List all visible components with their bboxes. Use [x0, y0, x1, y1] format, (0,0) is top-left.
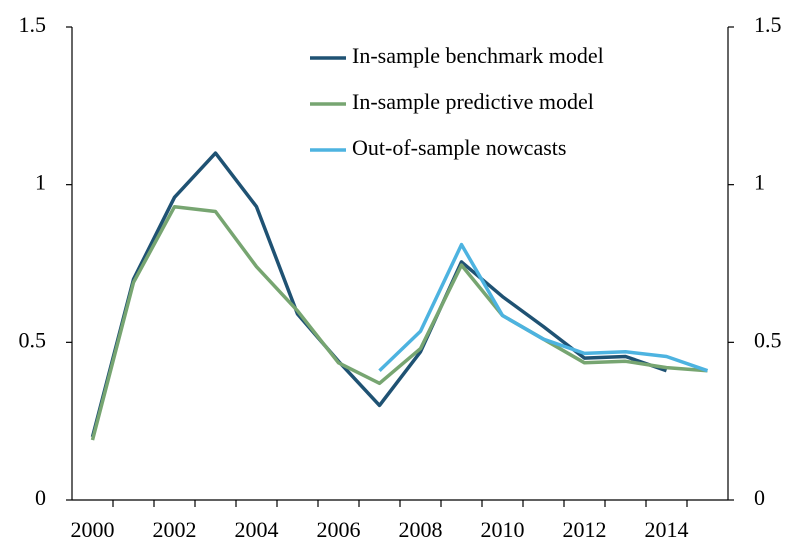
y-tick-label: 1 — [35, 170, 46, 195]
x-tick-label: 2014 — [645, 517, 689, 542]
x-tick-label: 2006 — [317, 517, 361, 542]
y2-tick-label: 1.5 — [754, 12, 782, 37]
y2-tick-label: 0.5 — [754, 327, 782, 352]
x-tick-label: 2012 — [563, 517, 607, 542]
series-line — [378, 242, 709, 373]
y-tick-label: 0 — [35, 485, 46, 510]
x-tick-label: 2002 — [153, 517, 197, 542]
legend-label: In-sample predictive model — [352, 89, 594, 114]
x-tick-label: 2008 — [399, 517, 443, 542]
y2-tick-label: 0 — [754, 485, 765, 510]
series-line — [90, 204, 708, 441]
y-tick-label: 1.5 — [19, 12, 47, 37]
y2-tick-label: 1 — [754, 170, 765, 195]
legend-label: In-sample benchmark model — [352, 43, 604, 68]
y-tick-label: 0.5 — [19, 327, 47, 352]
x-tick-label: 2000 — [71, 517, 115, 542]
legend-label: Out-of-sample nowcasts — [352, 135, 566, 160]
x-tick-label: 2010 — [481, 517, 525, 542]
x-tick-label: 2004 — [235, 517, 279, 542]
series-line — [90, 151, 668, 438]
